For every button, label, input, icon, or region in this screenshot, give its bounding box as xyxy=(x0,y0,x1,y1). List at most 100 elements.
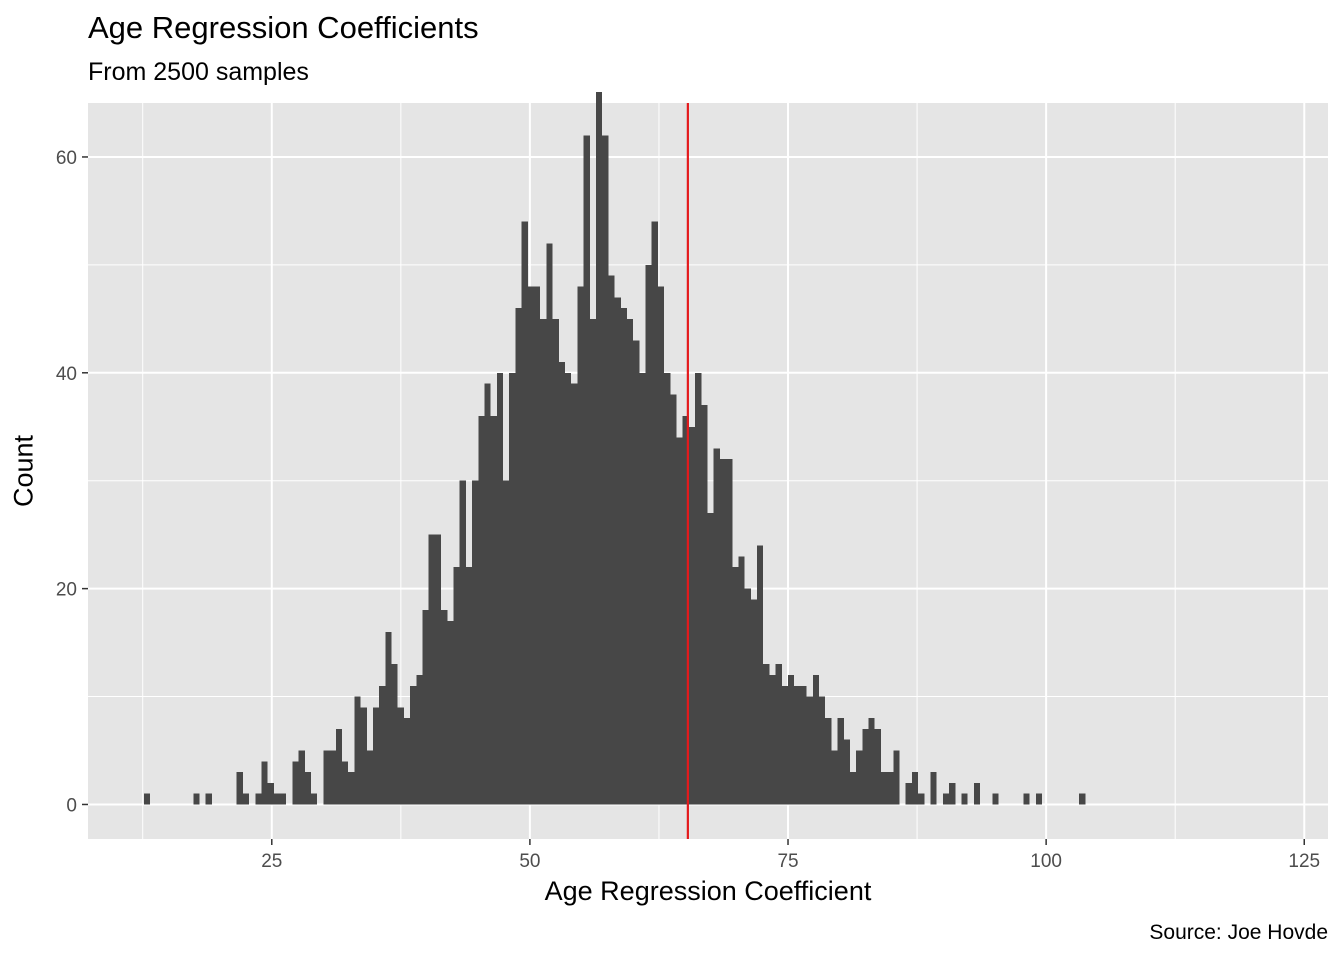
histogram-bar xyxy=(800,685,807,805)
histogram-bar xyxy=(205,793,212,805)
y-tick-label: 0 xyxy=(66,795,77,816)
histogram-bar xyxy=(874,728,881,805)
histogram-bar xyxy=(763,664,770,805)
histogram-bar xyxy=(255,793,262,805)
x-tick-label: 75 xyxy=(777,851,798,872)
histogram-bar xyxy=(645,264,652,805)
histogram-bar xyxy=(676,437,683,805)
histogram-bar xyxy=(360,707,367,805)
histogram-bar xyxy=(354,696,361,805)
histogram-bar xyxy=(812,674,819,805)
histogram-bar xyxy=(391,664,398,805)
histogram-bar xyxy=(341,761,349,805)
histogram-bar xyxy=(453,567,460,805)
histogram-bar xyxy=(540,318,547,805)
histogram-bar xyxy=(849,772,857,805)
histogram-bar xyxy=(614,297,621,805)
chart-subtitle: From 2500 samples xyxy=(88,58,309,86)
chart-title: Age Regression Coefficients xyxy=(88,10,479,45)
histogram-bar xyxy=(657,286,665,805)
histogram-bar xyxy=(496,372,504,805)
histogram-bar xyxy=(738,556,745,805)
histogram-bar xyxy=(1023,793,1030,805)
histogram-bar xyxy=(1079,793,1086,805)
histogram-bar xyxy=(930,772,937,805)
histogram-bar xyxy=(670,394,677,805)
histogram-bar xyxy=(273,793,281,805)
x-tick-label: 125 xyxy=(1288,851,1320,872)
histogram-bar xyxy=(298,750,305,805)
histogram-bar xyxy=(434,534,442,805)
histogram-bar xyxy=(410,685,417,805)
axis-ticks xyxy=(82,156,1306,845)
histogram-bar xyxy=(1035,793,1043,805)
histogram-bar xyxy=(422,610,429,805)
histogram-bar xyxy=(973,782,981,805)
histogram-bar xyxy=(837,718,844,805)
histogram-bar xyxy=(478,415,485,805)
histogram-bar xyxy=(825,718,832,805)
histogram-bar xyxy=(546,243,553,805)
histogram-bar xyxy=(664,372,671,805)
histogram-bar xyxy=(366,750,373,805)
x-tick-label: 25 xyxy=(261,851,282,872)
histogram-bar xyxy=(311,793,318,805)
y-tick-label: 60 xyxy=(56,148,77,169)
histogram-bar xyxy=(509,372,516,805)
histogram-bar xyxy=(577,286,584,805)
histogram-bar xyxy=(372,707,380,805)
histogram-bar xyxy=(397,707,404,805)
histogram-bar xyxy=(459,480,466,805)
histogram-bar xyxy=(769,674,776,805)
histogram-bar xyxy=(484,383,491,805)
histogram-bar xyxy=(831,750,838,805)
histogram-bar xyxy=(794,685,801,805)
histogram-bar xyxy=(236,772,243,805)
histogram-bar xyxy=(806,696,813,805)
histogram-bar xyxy=(880,772,888,805)
histogram-bar xyxy=(949,782,956,805)
histogram-bar xyxy=(428,534,435,805)
histogram-bar xyxy=(992,793,999,805)
histogram-bar xyxy=(447,621,454,805)
histogram-bar xyxy=(788,674,795,805)
x-tick-label: 100 xyxy=(1030,851,1062,872)
histogram-bar xyxy=(911,772,919,805)
histogram-bar xyxy=(707,513,714,805)
histogram-bar xyxy=(490,415,497,805)
histogram-bar xyxy=(503,480,510,805)
histogram-bar xyxy=(862,728,869,805)
histogram-bar xyxy=(403,718,411,805)
histogram-bar xyxy=(732,567,739,805)
histogram-bar xyxy=(856,750,863,805)
histogram-bar xyxy=(651,221,658,805)
histogram-bar xyxy=(515,308,522,805)
histogram-bar xyxy=(750,599,758,805)
histogram-bar xyxy=(868,718,875,805)
histogram-bar xyxy=(329,750,336,805)
histogram-bar xyxy=(744,588,751,805)
histogram-bar xyxy=(639,372,646,805)
histogram-bars xyxy=(143,92,1086,805)
histogram-bar xyxy=(961,793,968,805)
histogram-bar xyxy=(565,372,572,805)
histogram-bar xyxy=(521,221,528,805)
x-axis-label: Age Regression Coefficient xyxy=(544,876,872,906)
histogram-bar xyxy=(633,340,640,805)
histogram-bar xyxy=(472,480,479,805)
histogram-bar xyxy=(323,750,330,805)
histogram-bar xyxy=(242,793,250,805)
histogram-bar xyxy=(416,674,423,805)
histogram-bar xyxy=(571,383,578,805)
histogram-bar xyxy=(348,772,355,805)
histogram-bar xyxy=(379,685,386,805)
histogram-bar xyxy=(193,793,200,805)
histogram-bar xyxy=(267,782,274,805)
y-tick-label: 40 xyxy=(56,364,77,385)
histogram-bar xyxy=(292,761,299,805)
histogram-bar xyxy=(918,793,925,805)
histogram-bar xyxy=(726,459,733,805)
histogram-bar xyxy=(843,739,850,805)
histogram-bar xyxy=(527,286,535,805)
